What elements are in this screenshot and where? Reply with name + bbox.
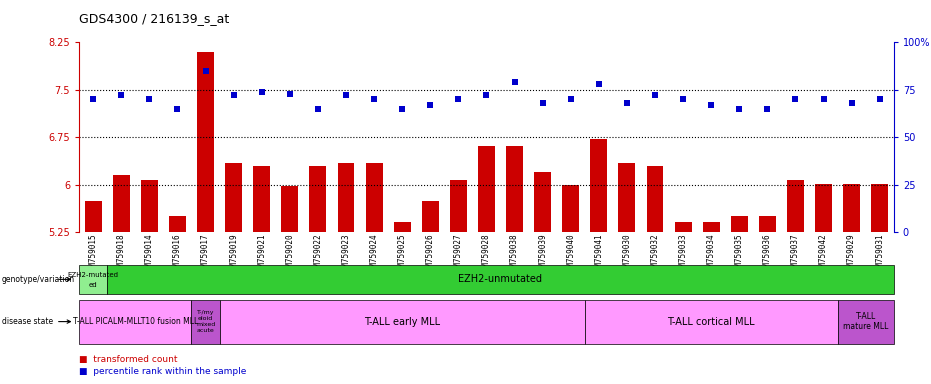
Point [619, 100, 634, 106]
Bar [394, 222, 411, 384]
Point [451, 96, 466, 103]
Point [254, 89, 269, 95]
Text: ed: ed [88, 282, 98, 288]
Point [142, 96, 156, 103]
Bar [309, 166, 327, 384]
Point [198, 68, 213, 74]
Text: EZH2-unmutated: EZH2-unmutated [458, 274, 543, 285]
Bar [253, 166, 270, 384]
Bar [169, 217, 186, 384]
Text: genotype/variation: genotype/variation [2, 275, 75, 284]
Point [170, 106, 185, 112]
Text: ■  percentile rank within the sample: ■ percentile rank within the sample [79, 367, 247, 376]
Bar [281, 186, 298, 384]
Bar [703, 222, 720, 384]
Bar [731, 217, 748, 384]
Point [310, 106, 325, 112]
Bar [141, 180, 157, 384]
Bar [422, 201, 439, 384]
Point [732, 106, 747, 112]
Point [535, 100, 550, 106]
Point [282, 91, 297, 97]
Bar [478, 146, 495, 384]
Text: T-/my
eloid
mixed
acute: T-/my eloid mixed acute [196, 310, 215, 333]
Point [816, 96, 831, 103]
Bar [366, 163, 383, 384]
Text: T-ALL cortical MLL: T-ALL cortical MLL [668, 316, 755, 327]
Text: T-ALL PICALM-MLLT10 fusion MLL: T-ALL PICALM-MLLT10 fusion MLL [73, 317, 198, 326]
Bar [618, 163, 635, 384]
Point [704, 102, 719, 108]
Text: T-ALL
mature MLL: T-ALL mature MLL [843, 312, 888, 331]
Bar [197, 52, 214, 384]
Bar [646, 166, 664, 384]
Bar [338, 163, 355, 384]
Text: T-ALL early MLL: T-ALL early MLL [364, 316, 440, 327]
Bar [759, 217, 776, 384]
Text: EZH2-mutated: EZH2-mutated [68, 272, 118, 278]
Point [591, 81, 606, 87]
Bar [506, 146, 523, 384]
Bar [85, 201, 101, 384]
Bar [113, 175, 129, 384]
Point [339, 93, 354, 99]
Text: ■  transformed count: ■ transformed count [79, 355, 178, 364]
Point [507, 79, 522, 85]
Bar [562, 185, 579, 384]
Bar [675, 222, 692, 384]
Bar [225, 163, 242, 384]
Point [226, 93, 241, 99]
Bar [871, 184, 888, 384]
Point [423, 102, 438, 108]
Point [86, 96, 101, 103]
Point [676, 96, 691, 103]
Point [479, 93, 493, 99]
Point [563, 96, 578, 103]
Bar [816, 184, 832, 384]
Point [844, 100, 859, 106]
Bar [787, 180, 803, 384]
Point [648, 93, 663, 99]
Point [114, 93, 128, 99]
Text: GDS4300 / 216139_s_at: GDS4300 / 216139_s_at [79, 12, 229, 25]
Bar [534, 172, 551, 384]
Bar [590, 139, 607, 384]
Point [760, 106, 775, 112]
Point [367, 96, 382, 103]
Point [872, 96, 887, 103]
Bar [450, 180, 466, 384]
Point [395, 106, 410, 112]
Point [788, 96, 803, 103]
Bar [843, 184, 860, 384]
Text: disease state: disease state [2, 317, 53, 326]
